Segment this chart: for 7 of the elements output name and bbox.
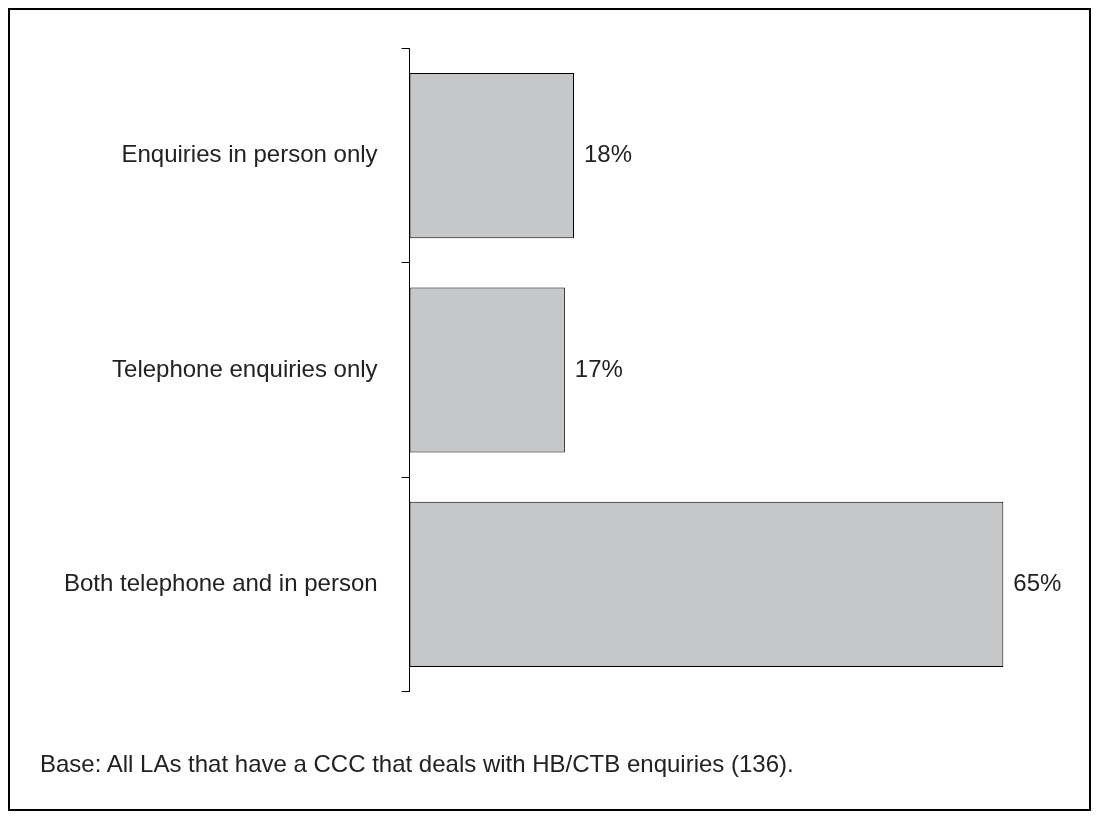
data-label: 18%: [584, 140, 633, 168]
y-tick-label: Enquiries in person only: [121, 140, 378, 168]
y-tick-label: Telephone enquiries only: [112, 354, 378, 382]
data-label: 65%: [1013, 569, 1062, 597]
y-tick-label: Both telephone and in person: [63, 569, 378, 597]
text: Base: All LAs that have a CCC that deals with HB/CTB enquiries (136).: [40, 750, 794, 778]
data-label: 17%: [574, 354, 623, 382]
